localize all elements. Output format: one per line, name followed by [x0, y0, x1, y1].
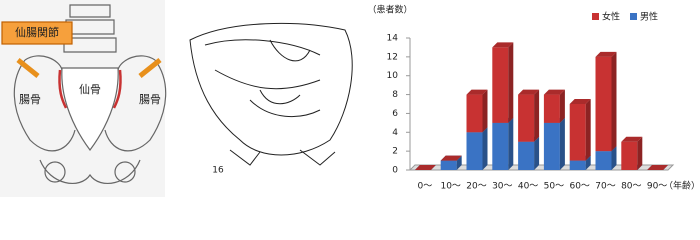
y-tick-label: 8: [392, 90, 398, 100]
legend-swatch: [630, 13, 637, 20]
bar-side: [559, 117, 565, 170]
x-tick-label: 90〜: [647, 182, 667, 192]
y-tick-label: 14: [387, 34, 399, 44]
x-tick-label: 60〜: [569, 182, 589, 192]
legend-label: 女性: [602, 11, 620, 23]
bar-top: [518, 89, 540, 95]
bar-side: [559, 89, 565, 123]
joint-label: 仙腸関節: [15, 25, 59, 39]
bar-segment: [569, 160, 586, 170]
y-tick-label: 2: [392, 147, 398, 157]
bar-segment: [466, 132, 483, 170]
figure-number: 16: [212, 166, 224, 176]
bar-side: [585, 155, 591, 170]
bar-side: [611, 51, 617, 152]
bar-side: [585, 99, 591, 161]
y-tick-label: 10: [387, 71, 399, 81]
x-tick-label: 50〜: [544, 182, 564, 192]
bar-side: [482, 89, 488, 133]
y-tick-label: 0: [392, 166, 398, 176]
pelvis-sketch: [189, 22, 353, 166]
bar-top: [595, 51, 617, 57]
y-tick-label: 4: [392, 128, 398, 138]
legend-swatch: [592, 13, 599, 20]
bar-top: [569, 99, 591, 104]
bar-side: [534, 136, 540, 170]
bar-top: [414, 165, 436, 170]
ilium-label: 腸骨: [19, 93, 41, 106]
bar-top: [621, 136, 643, 142]
bar-side: [508, 117, 514, 170]
bar-top: [466, 89, 488, 95]
bar-side: [637, 136, 643, 170]
bar-side: [456, 155, 462, 170]
bar-side: [482, 127, 488, 170]
x-tick-label: 40〜: [518, 182, 538, 192]
bar-side: [508, 42, 514, 123]
bar-segment: [492, 122, 509, 170]
bar-segment: [621, 141, 638, 170]
bar-segment: [492, 47, 509, 123]
x-axis-label: （年齢）: [664, 180, 700, 192]
bar-segment: [569, 104, 586, 161]
x-tick-label: 80〜: [621, 182, 641, 192]
bar-side: [534, 89, 540, 142]
y-tick-label: 12: [387, 52, 398, 62]
bar-top: [543, 89, 565, 95]
bar-segment: [595, 56, 612, 152]
page: 仙腸関節 仙骨 腸骨 腸骨 16 （患者数） （年齢） 0 2 4 6 8 10 12 14 0…: [0, 0, 700, 197]
y-tick-label: 6: [392, 109, 398, 119]
bar-segment: [595, 151, 612, 170]
x-tick-label: 20〜: [466, 182, 486, 192]
x-tick-label: 30〜: [492, 182, 512, 192]
bar-top: [492, 42, 514, 48]
bar-side: [611, 146, 617, 170]
bar-segment: [543, 94, 560, 123]
legend-label: 男性: [640, 11, 658, 23]
bar-segment: [440, 160, 457, 170]
ilium-label: 腸骨: [139, 93, 161, 106]
sacrum-label: 仙骨: [79, 83, 101, 96]
x-tick-label: 0〜: [418, 182, 433, 192]
bar-segment: [518, 141, 535, 170]
bar-top: [647, 165, 669, 170]
bar-segment: [466, 94, 483, 133]
bar-segment: [543, 122, 560, 170]
x-tick-label: 70〜: [595, 182, 615, 192]
x-tick-label: 10〜: [440, 182, 460, 192]
bar-segment: [518, 94, 535, 142]
y-axis-label: （患者数）: [367, 4, 412, 16]
pelvis-illustration: [0, 0, 167, 197]
bar-top: [440, 155, 462, 161]
